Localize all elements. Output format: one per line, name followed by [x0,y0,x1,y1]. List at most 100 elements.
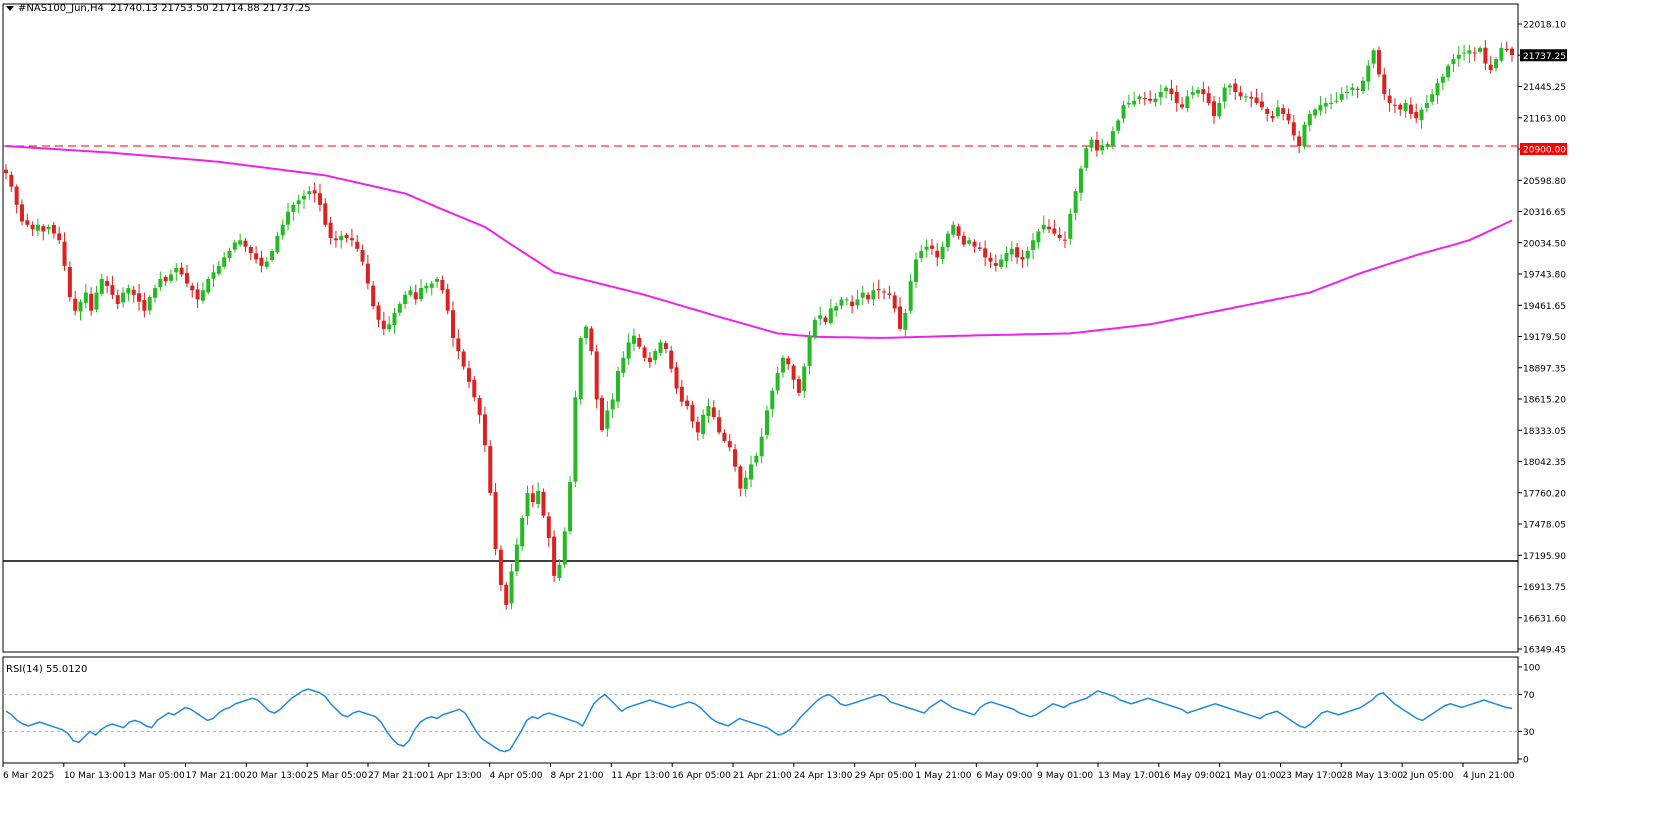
candle-bear [929,245,934,249]
candle-bear [1259,101,1264,108]
candle-bear [445,289,450,311]
candle-bull [392,312,397,326]
candle-bull [280,224,285,236]
dropdown-arrow-icon[interactable] [6,5,14,11]
price-tick-label: 18333.05 [1523,427,1566,437]
candle-bull [307,191,312,194]
level-price-tag [1520,143,1567,155]
candle-bull [1126,102,1131,105]
candle-bull [1419,109,1424,121]
candle-bear [1015,247,1020,258]
candle-bull [1440,76,1445,83]
candle-bear [1254,97,1259,103]
candle-bear [488,446,493,494]
candle-bear [381,320,386,329]
candle-bull [291,204,296,212]
candle-bull [1196,89,1201,94]
candle-bull [1025,250,1030,259]
candle-bull [397,303,402,313]
candle-bull [999,259,1004,267]
candle-bear [935,250,940,258]
candle-bear [482,414,487,446]
candle-bear [248,247,253,254]
main-plot-frame [2,3,1519,653]
candle-bull [1302,124,1307,146]
candle-bull [924,246,929,250]
candle-bull [520,517,525,547]
time-tick-label: 29 Apr 05:00 [855,771,914,781]
candle-bear [472,379,477,398]
price-tick-label: 18615.20 [1523,396,1566,406]
candle-bear [333,238,338,241]
candle-bear [637,337,642,347]
candle-bull [435,278,440,282]
candle-bull [158,278,163,288]
time-tick-label: 4 Jun 21:00 [1463,771,1515,781]
price-tick-label: 20034.50 [1523,239,1566,249]
price-tick-label: 21445.25 [1523,83,1566,93]
rsi-tick-label: 70 [1523,691,1535,701]
candle-bull [844,299,849,301]
candle-bull [1084,148,1089,168]
candle-bear [1414,111,1419,119]
candle-bear [328,222,333,239]
candle-bear [1408,104,1413,114]
price-tick-label: 18042.35 [1523,458,1566,468]
candle-bull [1110,131,1115,146]
candle-bear [41,226,46,232]
candle-bull [1350,87,1355,91]
candle-bull [812,319,817,338]
candle-bear [137,293,142,302]
candle-bear [541,491,546,516]
candle-bear [1355,88,1360,90]
candle-bear [727,441,732,448]
candle-bear [493,492,498,549]
candle-bull [286,211,291,225]
candle-bear [67,267,72,298]
candle-bull [536,490,541,504]
current-price-label: 21737.25 [1523,52,1566,62]
candle-bear [413,292,418,300]
price-tick-label: 22018.10 [1523,21,1566,31]
candle-bull [1105,143,1110,147]
candle-bear [30,224,35,230]
candle-bear [972,241,977,247]
candle-bear [344,234,349,239]
candle-bear [142,300,147,311]
time-tick-label: 25 Mar 05:00 [307,771,367,781]
candle-bull [408,290,413,295]
candle-bear [898,306,903,329]
candle-bear [1291,122,1296,136]
candle-bull [153,288,158,298]
candle-bear [711,407,716,418]
candle-bear [866,294,871,300]
time-tick-label: 11 Apr 13:00 [611,771,670,781]
candle-bull [770,390,775,410]
rsi-tick-label: 100 [1523,664,1540,674]
candle-bear [993,263,998,266]
candle-bear [1238,92,1243,97]
candle-bull [424,285,429,289]
candle-bull [419,288,424,300]
candle-bull [1153,98,1158,103]
candle-bull [1478,48,1483,52]
candle-bull [387,324,392,330]
current-price-tag [1520,49,1567,62]
candle-bear [1270,116,1275,119]
candle-bull [514,544,519,572]
candle-bear [456,338,461,352]
candle-bear [365,263,370,284]
candle-bear [1201,89,1206,95]
candle-bear [690,404,695,422]
candle-bull [1116,120,1121,131]
candle-bull [1041,224,1046,230]
candle-bear [1376,50,1381,75]
candle-bear [695,421,700,433]
time-tick-label: 16 May 09:00 [1159,771,1221,781]
price-tick-label: 17760.20 [1523,489,1566,499]
candle-bear [89,293,94,311]
candle-bear [983,248,988,258]
candle-bear [73,298,78,311]
candle-bear [323,203,328,225]
candle-bull [1089,139,1094,148]
